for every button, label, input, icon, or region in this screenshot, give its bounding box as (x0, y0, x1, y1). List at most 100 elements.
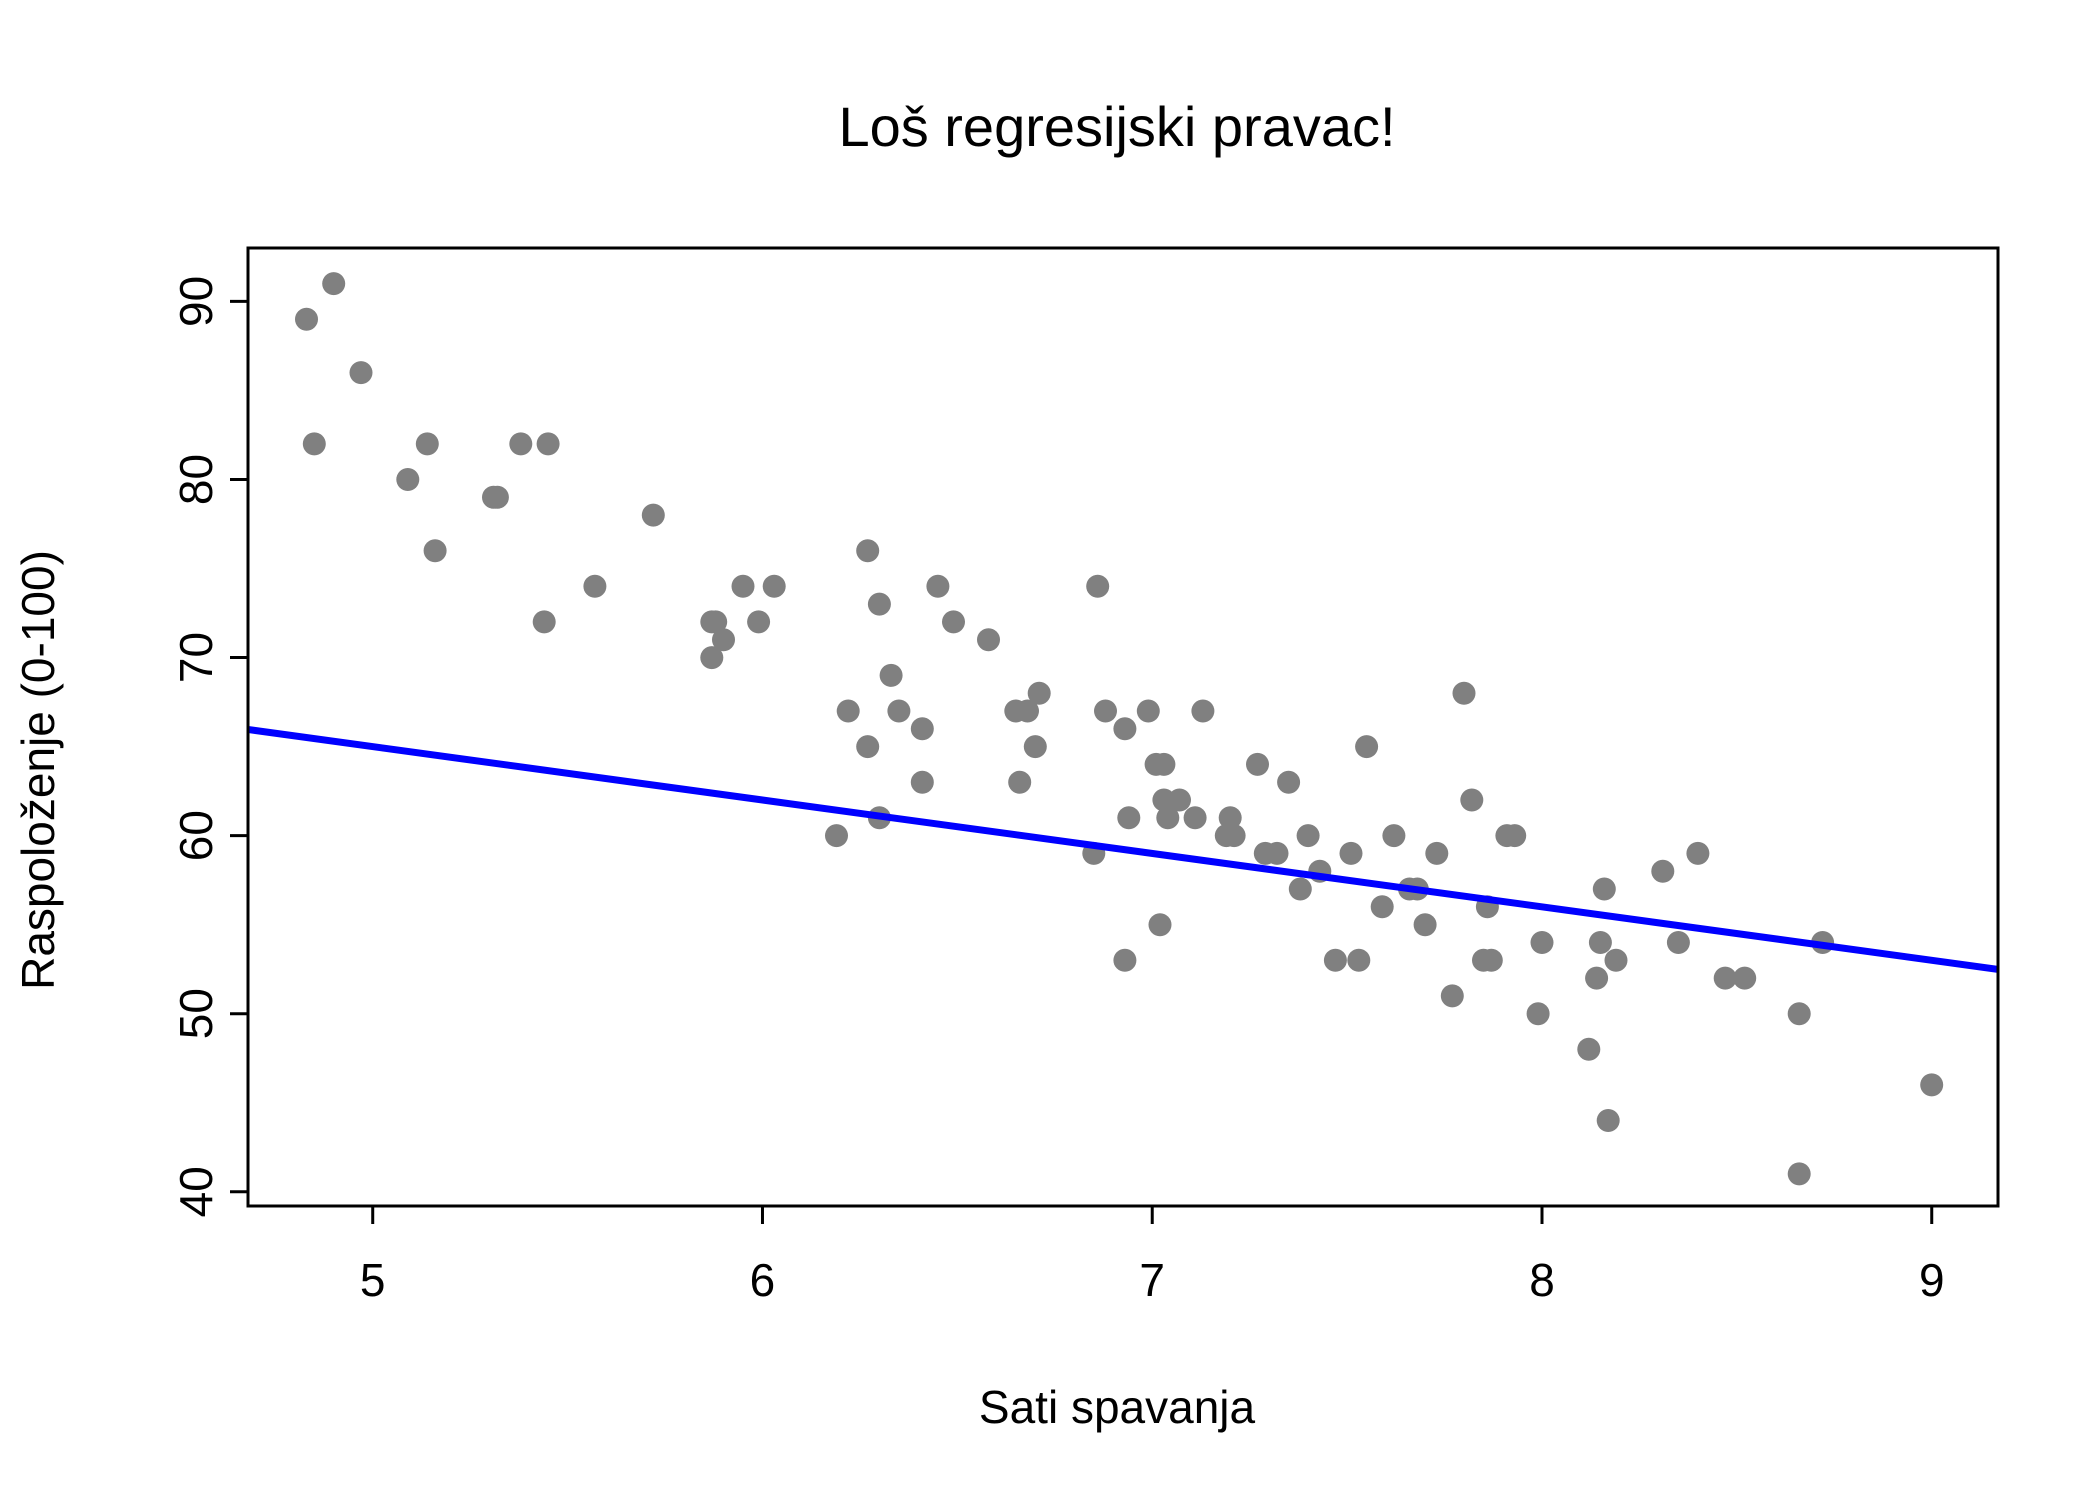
data-point (704, 610, 728, 634)
plot-frame (246, 246, 2000, 1208)
data-point (1596, 1109, 1620, 1132)
data-point (1117, 806, 1141, 830)
data-point (1479, 948, 1503, 972)
data-point (1148, 913, 1172, 937)
data-point (1016, 699, 1039, 723)
data-point (1413, 913, 1437, 937)
data-point (1136, 699, 1160, 723)
data-point (1530, 931, 1554, 954)
data-point (1339, 841, 1363, 865)
data-point (910, 770, 934, 794)
x-axis-label: Sati spavanja (979, 1381, 1256, 1433)
data-point (1686, 841, 1710, 865)
data-point (836, 699, 860, 723)
data-point (1246, 752, 1269, 776)
data-point (1086, 574, 1110, 598)
data-point (1604, 948, 1628, 972)
data-point (867, 592, 891, 616)
data-point (1152, 752, 1176, 776)
y-tick-label: 40 (170, 1166, 222, 1217)
data-point (712, 628, 735, 652)
data-point (1183, 806, 1207, 830)
data-point (825, 824, 848, 848)
data-point (1156, 806, 1180, 830)
data-point (1168, 788, 1191, 812)
data-point (910, 717, 934, 741)
data-point (1713, 966, 1737, 990)
data-point (1787, 1002, 1811, 1026)
data-point (1382, 824, 1406, 848)
data-point (1460, 788, 1484, 812)
data-point (856, 735, 880, 759)
regression-line (248, 726, 1998, 973)
data-point (856, 539, 880, 563)
data-point (1920, 1073, 1944, 1097)
data-point (1585, 966, 1609, 990)
data-point (926, 574, 950, 598)
data-point (879, 663, 903, 687)
data-point (1288, 877, 1312, 901)
x-tick-label: 6 (750, 1254, 776, 1306)
data-point (1265, 841, 1289, 865)
y-tick-label: 50 (170, 988, 222, 1039)
y-tick-label: 60 (170, 810, 222, 861)
data-point (1191, 699, 1215, 723)
data-point (1355, 735, 1379, 759)
data-point (583, 574, 607, 598)
data-point (747, 610, 771, 634)
data-point (1008, 770, 1032, 794)
data-point (1094, 699, 1117, 723)
data-point (509, 432, 533, 456)
chart-title: Loš regresijski pravac! (838, 95, 1395, 158)
data-point (485, 485, 509, 509)
data-point (1452, 681, 1476, 705)
x-tick-label: 9 (1919, 1254, 1945, 1306)
data-point (349, 361, 373, 385)
data-point (1592, 877, 1616, 901)
data-point (1222, 824, 1246, 848)
data-point (731, 574, 755, 598)
data-point (1277, 770, 1301, 794)
data-point (1503, 824, 1527, 848)
data-point (302, 432, 326, 456)
data-point (415, 432, 439, 456)
data-point (1218, 806, 1242, 830)
data-point (396, 468, 420, 491)
data-point (1113, 948, 1137, 972)
x-tick-label: 7 (1139, 1254, 1165, 1306)
data-point (1526, 1002, 1550, 1026)
data-point (322, 272, 346, 296)
data-point (1296, 824, 1320, 848)
data-point (641, 503, 665, 527)
data-point (1577, 1037, 1601, 1061)
y-tick-label: 70 (170, 632, 222, 683)
x-axis: 5 6 7 8 9 (360, 1206, 1945, 1306)
data-point (1440, 984, 1464, 1008)
data-point (1347, 948, 1371, 972)
data-point (1787, 1162, 1811, 1186)
data-point (1370, 895, 1394, 919)
data-point (1425, 841, 1449, 865)
data-point (887, 699, 911, 723)
data-point (942, 610, 965, 634)
x-tick-label: 5 (360, 1254, 386, 1306)
x-tick-label: 8 (1529, 1254, 1555, 1306)
data-point (1733, 966, 1757, 990)
data-point (1113, 717, 1137, 741)
data-point (536, 432, 560, 456)
data-point (700, 646, 724, 670)
y-tick-label: 90 (170, 276, 222, 327)
data-point (977, 628, 1000, 652)
data-points (295, 272, 1944, 1186)
data-point (423, 539, 447, 563)
data-point (1027, 681, 1051, 705)
data-point (1023, 735, 1047, 759)
data-point (762, 574, 786, 598)
regression-line-layer (248, 726, 1998, 973)
data-point (532, 610, 556, 634)
y-axis: 40 50 60 70 80 90 (170, 276, 248, 1217)
y-axis-label: Raspoloženje (0-100) (12, 550, 64, 990)
data-point (295, 307, 318, 331)
data-point (1588, 931, 1612, 954)
